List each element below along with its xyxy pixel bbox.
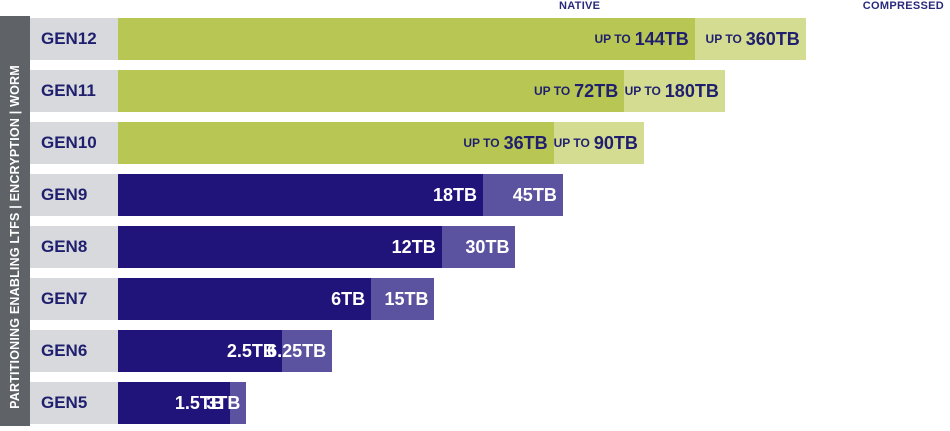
compressed-bar-gen11: UP TO 180TB bbox=[624, 70, 725, 112]
compressed-bar-gen7: 15TB bbox=[371, 278, 435, 320]
compressed-value-label-gen9: 45TB bbox=[512, 184, 557, 205]
native-value-label-gen9: 18TB bbox=[432, 184, 477, 205]
native-bar-gen8: 12TB bbox=[118, 226, 442, 268]
gen-label-gen11: GEN11 bbox=[30, 70, 118, 112]
gen-label-gen6: GEN6 bbox=[30, 330, 118, 372]
compressed-value-label-gen10: 90TB bbox=[593, 132, 638, 153]
gen-label-gen10: GEN10 bbox=[30, 122, 118, 164]
compressed-value-label-gen7: 15TB bbox=[384, 288, 429, 309]
gen-label-gen5: GEN5 bbox=[30, 382, 118, 424]
compressed-bar-gen12: UP TO 360TB bbox=[694, 18, 806, 60]
compressed-value-label-gen8: 30TB bbox=[465, 236, 510, 257]
native-bar-gen12: UP TO 144TB bbox=[118, 18, 695, 60]
gen-label-gen7: GEN7 bbox=[30, 278, 118, 320]
compressed-value-label-gen5: 3TB bbox=[206, 392, 241, 413]
native-bar-gen6: 2.5TB bbox=[118, 330, 282, 372]
native-bar-gen5: 1.5TB bbox=[118, 382, 230, 424]
compressed-prefix-gen11: UP TO bbox=[624, 84, 661, 98]
native-value-label-gen6: 2.5TB bbox=[226, 340, 276, 361]
native-value-label-gen5: 1.5TB bbox=[174, 392, 224, 413]
feature-band: PARTITIONING ENABLING LTFS | ENCRYPTION … bbox=[0, 16, 30, 426]
native-value-label-gen7: 6TB bbox=[331, 288, 366, 309]
native-prefix-gen12: UP TO bbox=[594, 32, 631, 46]
native-value-label-gen11: 72TB bbox=[574, 80, 619, 101]
compressed-header: COMPRESSED bbox=[862, 0, 944, 12]
compressed-value-label-gen6: 6.25TB bbox=[267, 340, 327, 361]
native-prefix-gen10: UP TO bbox=[463, 136, 500, 150]
compressed-bar-gen8: 30TB bbox=[441, 226, 516, 268]
native-bar-gen11: UP TO 72TB bbox=[118, 70, 625, 112]
compressed-value-label-gen12: 360TB bbox=[745, 28, 800, 49]
native-bar-gen10: UP TO 36TB bbox=[118, 122, 554, 164]
native-value-label-gen12: 144TB bbox=[634, 28, 689, 49]
feature-label: PARTITIONING ENABLING LTFS | ENCRYPTION … bbox=[8, 65, 22, 409]
gen-label-gen9: GEN9 bbox=[30, 174, 118, 216]
compressed-bar-gen10: UP TO 90TB bbox=[554, 122, 644, 164]
compressed-bar-gen9: 45TB bbox=[482, 174, 563, 216]
gen-label-gen12: GEN12 bbox=[30, 18, 118, 60]
native-prefix-gen11: UP TO bbox=[533, 84, 571, 98]
native-bar-gen7: 6TB bbox=[118, 278, 372, 320]
native-value-label-gen10: 36TB bbox=[503, 132, 548, 153]
gen-label-gen8: GEN8 bbox=[30, 226, 118, 268]
compressed-bar-gen5: 3TB bbox=[206, 382, 247, 424]
native-header: NATIVE bbox=[559, 0, 601, 12]
compressed-bar-gen6: 6.25TB bbox=[267, 330, 333, 372]
compressed-prefix-gen12: UP TO bbox=[705, 32, 742, 46]
compressed-prefix-gen10: UP TO bbox=[553, 136, 590, 150]
native-bar-gen9: 18TB bbox=[118, 174, 483, 216]
compressed-value-label-gen11: 180TB bbox=[664, 80, 719, 101]
native-value-label-gen8: 12TB bbox=[391, 236, 436, 257]
